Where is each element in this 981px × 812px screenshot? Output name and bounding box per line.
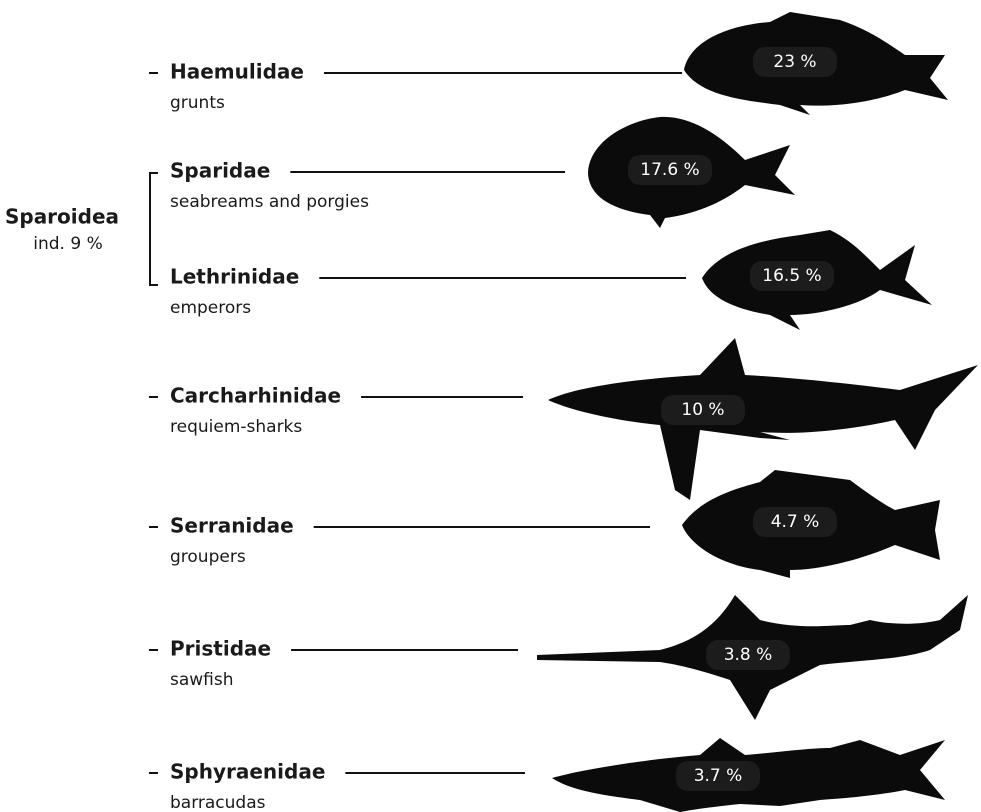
common-name: barracudas bbox=[170, 793, 266, 812]
family-name: Carcharhinidae bbox=[170, 384, 341, 408]
shark-fish bbox=[548, 338, 978, 500]
family-name: Serranidae bbox=[170, 514, 294, 538]
share-label: 10 % bbox=[681, 400, 724, 420]
group-name: Sparoidea bbox=[5, 205, 119, 229]
common-name: grunts bbox=[170, 93, 225, 113]
share-label: 3.7 % bbox=[694, 766, 743, 786]
share-label: 17.6 % bbox=[640, 160, 699, 180]
family-name: Sphyraenidae bbox=[170, 760, 325, 784]
share-label: 3.8 % bbox=[724, 645, 773, 665]
fish-silhouettes bbox=[537, 12, 978, 812]
family-name: Sparidae bbox=[170, 159, 270, 183]
common-name: emperors bbox=[170, 298, 251, 318]
family-name: Pristidae bbox=[170, 637, 271, 661]
group-note: ind. 9 % bbox=[33, 234, 102, 254]
share-label: 4.7 % bbox=[771, 512, 820, 532]
share-label: 23 % bbox=[773, 52, 816, 72]
common-name: requiem-sharks bbox=[170, 417, 302, 437]
common-name: sawfish bbox=[170, 670, 234, 690]
group-bracket bbox=[150, 173, 158, 285]
family-name: Lethrinidae bbox=[170, 265, 299, 289]
family-name: Haemulidae bbox=[170, 60, 304, 84]
share-label: 16.5 % bbox=[762, 266, 821, 286]
common-name: groupers bbox=[170, 547, 246, 567]
fish-diagram: Sparoidea ind. 9 % Haemulidae grunts 23 % S… bbox=[0, 0, 981, 812]
common-name: seabreams and porgies bbox=[170, 192, 369, 212]
